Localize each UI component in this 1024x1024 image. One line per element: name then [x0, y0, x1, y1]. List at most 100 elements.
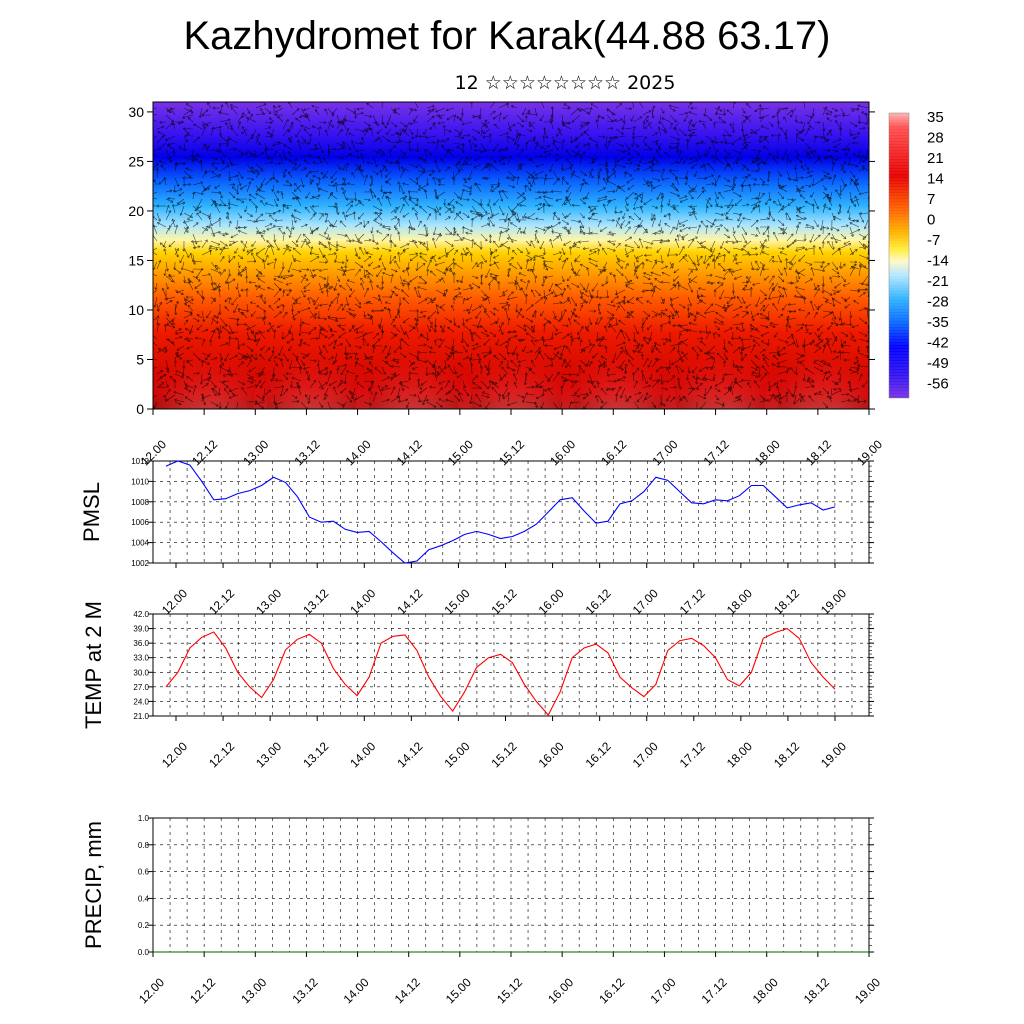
wind-arrowhead: [685, 112, 688, 115]
wind-arrowhead: [615, 137, 618, 139]
wind-arrowhead: [729, 123, 733, 126]
wind-vector: [240, 114, 248, 118]
wind-vector: [474, 149, 482, 151]
wind-arrowhead: [686, 138, 689, 142]
wind-arrowhead: [745, 134, 749, 137]
wind-vector: [674, 127, 680, 137]
wind-vector: [579, 121, 590, 124]
wind-arrowhead: [856, 109, 859, 111]
wind-arrowhead: [583, 151, 586, 153]
wind-vector: [345, 128, 349, 137]
wind-vectors: [148, 99, 869, 409]
wind-arrowhead: [251, 137, 255, 140]
wind-arrowhead: [274, 114, 278, 117]
wind-vector: [404, 121, 410, 132]
wind-vector: [804, 114, 813, 118]
wind-arrowhead: [435, 109, 438, 112]
wind-vector: [395, 156, 401, 164]
wind-vector: [705, 114, 712, 121]
wind-arrowhead: [543, 150, 547, 153]
wind-arrowhead: [461, 124, 465, 126]
wind-vector: [615, 142, 624, 147]
wind-vector: [813, 121, 821, 123]
wind-vector: [561, 139, 565, 151]
wind-arrowhead: [286, 129, 289, 131]
wind-arrowhead: [853, 136, 855, 139]
wind-arrowhead: [852, 141, 855, 144]
wind-vector: [845, 149, 851, 156]
wind-arrowhead: [492, 150, 496, 152]
hotspot: [764, 329, 869, 409]
wind-vector: [571, 114, 581, 123]
wind-arrowhead: [395, 124, 398, 128]
wind-arrowhead: [827, 139, 830, 142]
wind-arrowhead: [498, 150, 501, 153]
wind-vector: [399, 149, 406, 155]
wind-arrowhead: [711, 140, 714, 143]
wind-vector: [642, 136, 647, 144]
wind-vector: [472, 114, 482, 118]
wind-vector: [678, 128, 687, 137]
chart-subtitle: 12 ☆☆☆☆☆☆☆☆ 2025: [454, 72, 676, 94]
wind-arrowhead: [838, 127, 841, 130]
wind-vector: [462, 134, 470, 137]
wind-vector: [218, 142, 230, 145]
wind-arrowhead: [613, 165, 616, 168]
wind-arrowhead: [437, 113, 440, 116]
wind-arrowhead: [778, 121, 781, 124]
wind-arrowhead: [456, 164, 459, 166]
wind-vector: [453, 114, 456, 123]
wind-arrowhead: [589, 107, 592, 110]
wind-vector: [408, 128, 414, 135]
wind-vector: [178, 146, 185, 151]
wind-arrowhead: [150, 151, 151, 153]
wind-arrowhead: [461, 150, 464, 153]
wind-vector: [343, 114, 347, 121]
wind-vector: [399, 128, 404, 137]
wind-arrowhead: [148, 109, 150, 110]
wind-arrowhead: [710, 118, 712, 121]
wind-arrowhead: [277, 116, 279, 119]
wind-arrowhead: [298, 108, 300, 112]
wind-arrowhead: [181, 120, 184, 123]
wind-vector: [378, 136, 383, 144]
wind-arrowhead: [526, 141, 529, 145]
wind-arrowhead: [834, 114, 837, 117]
wind-vector: [288, 102, 293, 109]
wind-vector: [642, 115, 649, 123]
wind-arrowhead: [528, 124, 531, 127]
wind-arrowhead: [397, 132, 400, 135]
wind-arrowhead: [446, 137, 449, 140]
wind-arrowhead: [689, 119, 692, 122]
wind-arrowhead: [629, 108, 632, 111]
wind-vector: [207, 142, 212, 149]
wind-vector: [482, 135, 491, 138]
wind-vector: [633, 142, 640, 148]
wind-arrowhead: [677, 137, 680, 140]
wind-vector: [763, 137, 770, 144]
wind-arrowhead: [615, 135, 618, 138]
wind-arrowhead: [383, 99, 384, 101]
wind-arrowhead: [810, 115, 813, 118]
wind-vector: [393, 107, 401, 111]
wind-arrowhead: [246, 117, 249, 120]
wind-vector: [714, 149, 718, 158]
wind-arrowhead: [511, 105, 514, 109]
wind-vector: [570, 137, 578, 144]
wind-vector: [390, 141, 399, 144]
wind-arrowhead: [540, 99, 542, 100]
wind-arrowhead: [465, 162, 468, 165]
wind-arrowhead: [663, 129, 666, 131]
wind-vector: [743, 135, 752, 141]
wind-vector: [669, 105, 680, 109]
wind-vector: [414, 102, 419, 109]
wind-vector: [228, 138, 239, 144]
wind-arrowhead: [770, 135, 774, 137]
wind-arrowhead: [307, 143, 311, 145]
wind-vector: [857, 105, 869, 109]
wind-arrowhead: [575, 146, 579, 149]
wind-arrowhead: [865, 121, 868, 124]
wind-arrowhead: [249, 153, 253, 155]
wind-arrowhead: [524, 115, 527, 118]
wind-arrowhead: [331, 114, 334, 117]
